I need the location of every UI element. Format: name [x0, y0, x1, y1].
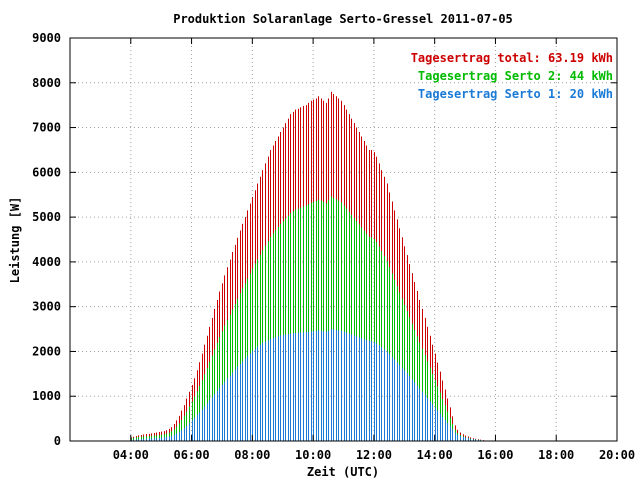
plot-area-border	[69, 37, 618, 442]
x-tick-label: 06:00	[173, 448, 209, 462]
y-tick-label: 6000	[32, 165, 61, 179]
y-tick-label: 3000	[32, 300, 61, 314]
y-tick-label: 4000	[32, 255, 61, 269]
chart-title: Produktion Solaranlage Serto-Gressel 201…	[173, 12, 513, 26]
y-tick-label: 7000	[32, 121, 61, 135]
y-tick-label: 9000	[32, 31, 61, 45]
x-tick-label: 18:00	[538, 448, 574, 462]
x-axis-label: Zeit (UTC)	[307, 465, 379, 479]
x-tick-label: 20:00	[599, 448, 635, 462]
series-3	[131, 329, 484, 441]
legend-entry: Tagesertrag total: 63.19 kWh	[411, 51, 613, 65]
x-tick-label: 08:00	[234, 448, 270, 462]
x-tick-label: 12:00	[356, 448, 392, 462]
y-tick-label: 0	[54, 434, 61, 448]
bars	[131, 91, 484, 441]
y-axis-label: Leistung [W]	[8, 197, 22, 284]
legend-entry: Tagesertrag Serto 2: 44 kWh	[418, 69, 613, 83]
x-tick-label: 10:00	[295, 448, 331, 462]
y-axis: 0 1000 2000 3000 4000 5000 6000 7000 8000 9000	[32, 31, 617, 448]
x-tick-label: 14:00	[417, 448, 453, 462]
legend-entry: Tagesertrag Serto 1: 20 kWh	[418, 87, 613, 101]
x-tick-label: 04:00	[113, 448, 149, 462]
y-tick-label: 8000	[32, 76, 61, 90]
x-tick-label: 16:00	[477, 448, 513, 462]
legend: Tagesertrag total: 63.19 kWh Tagesertrag …	[411, 51, 613, 101]
y-tick-label: 2000	[32, 344, 61, 358]
y-tick-label: 1000	[32, 389, 61, 403]
y-tick-label: 5000	[32, 210, 61, 224]
x-axis: 04:00 06:00 08:00 10:00 12:00 14:00 16:00 18:00…	[113, 38, 635, 462]
